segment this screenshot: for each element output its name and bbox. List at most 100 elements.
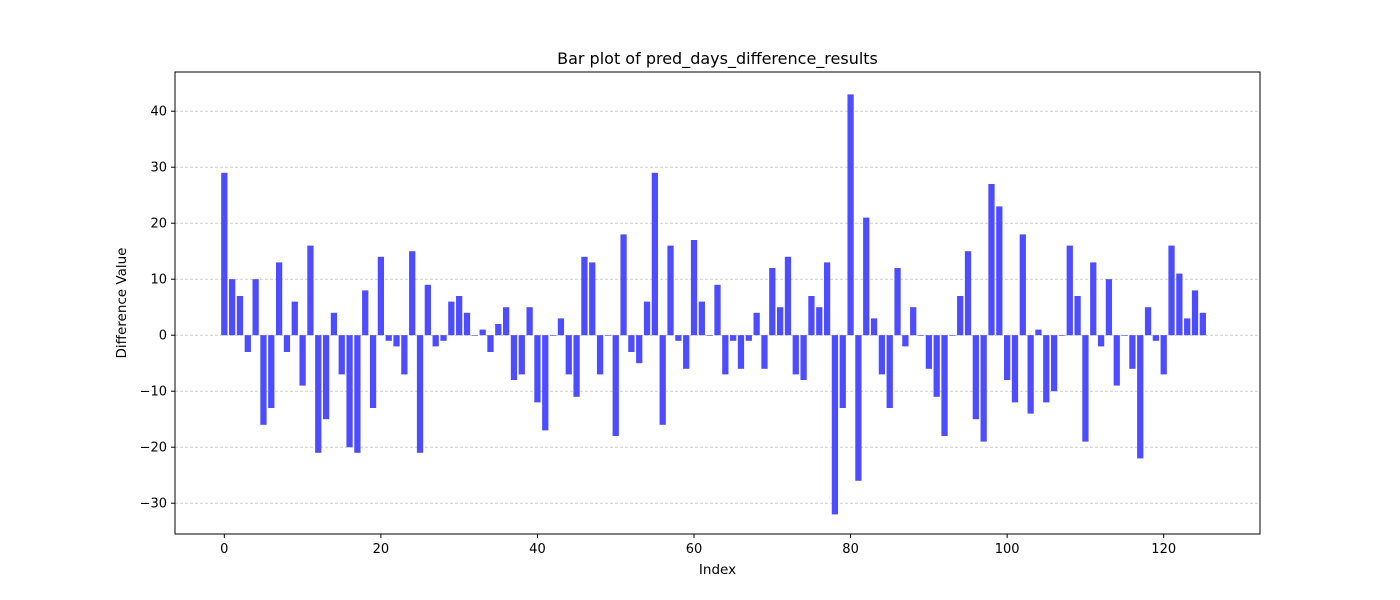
bar <box>1097 335 1105 347</box>
bar <box>330 312 338 336</box>
bar <box>1113 335 1120 386</box>
bar <box>1176 273 1183 336</box>
bar <box>855 335 862 481</box>
bar <box>878 335 886 375</box>
bar <box>1191 290 1199 336</box>
bar <box>291 301 298 336</box>
bar <box>479 329 486 336</box>
y-tick-label: 0 <box>159 329 167 344</box>
bar <box>612 335 619 436</box>
bar <box>1168 245 1175 336</box>
bar <box>518 335 525 375</box>
y-tick-label: −10 <box>140 385 167 400</box>
y-tick-label: −30 <box>140 497 167 512</box>
bar <box>448 301 455 336</box>
bar <box>1043 335 1050 403</box>
bar <box>315 335 322 453</box>
bar <box>863 217 870 336</box>
bar <box>581 256 588 336</box>
bar <box>573 335 580 397</box>
bar <box>1027 335 1034 414</box>
bar <box>784 256 792 336</box>
bar <box>1082 335 1089 442</box>
bar <box>526 307 533 336</box>
plot-frame <box>174 71 1261 535</box>
bar <box>252 279 259 336</box>
bar <box>996 206 1003 336</box>
bar <box>369 335 377 408</box>
bar <box>1090 262 1097 336</box>
bar <box>268 335 275 408</box>
bar <box>949 335 956 336</box>
bar <box>957 296 964 336</box>
bar <box>917 335 925 336</box>
bar <box>1004 335 1011 380</box>
bar <box>299 335 306 386</box>
bar <box>831 335 839 515</box>
bar <box>636 335 643 364</box>
x-tick-label: 0 <box>220 542 228 557</box>
bar <box>1058 335 1066 336</box>
bar <box>683 335 690 369</box>
bar <box>260 335 267 425</box>
bar <box>432 335 439 347</box>
bar <box>933 335 940 397</box>
x-axis-label: Index <box>699 562 736 578</box>
bar <box>1184 318 1191 336</box>
bar <box>925 335 932 369</box>
bar <box>1035 329 1042 336</box>
y-tick-label: 40 <box>150 105 167 120</box>
bar <box>620 234 627 336</box>
bar <box>988 184 995 336</box>
bar <box>221 172 228 336</box>
x-tick-label: 120 <box>1151 542 1176 557</box>
bar <box>667 245 674 336</box>
y-axis-ticks: −30 −20 −10 0 10 20 30 40 <box>140 105 175 512</box>
x-axis-ticks: 0 20 40 60 80 100 120 <box>220 534 1176 557</box>
bar <box>730 335 737 341</box>
bar <box>463 312 471 336</box>
bar <box>823 262 831 336</box>
bar <box>542 335 549 431</box>
bar <box>1144 307 1152 336</box>
bar <box>385 335 392 341</box>
bar <box>354 335 361 453</box>
bar <box>870 318 878 336</box>
bar <box>503 307 510 336</box>
bar <box>706 335 713 336</box>
bar <box>393 335 400 347</box>
bar <box>839 335 846 408</box>
bar <box>557 318 565 336</box>
bar <box>589 262 596 336</box>
bar <box>714 284 721 336</box>
bar <box>416 335 424 453</box>
bar <box>1011 335 1019 403</box>
bar <box>1074 296 1081 336</box>
bar <box>1199 312 1206 336</box>
bar <box>236 296 244 336</box>
bar <box>628 335 635 352</box>
bar <box>1066 245 1073 336</box>
bar <box>737 335 745 369</box>
y-tick-label: 20 <box>150 217 167 232</box>
bar <box>761 335 768 369</box>
bar <box>1050 335 1058 392</box>
bar <box>910 307 917 336</box>
bar <box>816 307 823 336</box>
bar <box>808 296 815 336</box>
bar <box>847 94 854 336</box>
chart-title: Bar plot of pred_days_difference_results <box>557 49 878 69</box>
bar <box>346 335 353 448</box>
bar <box>487 335 494 352</box>
x-tick-label: 20 <box>373 542 390 557</box>
bar <box>275 262 283 336</box>
bar <box>362 290 369 336</box>
bar <box>322 335 330 420</box>
bar <box>972 335 979 420</box>
bar <box>941 335 948 436</box>
x-tick-label: 40 <box>529 542 546 557</box>
x-tick-label: 60 <box>686 542 703 557</box>
